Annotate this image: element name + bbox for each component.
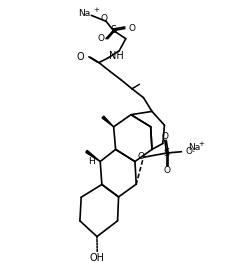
Text: Na: Na xyxy=(78,9,90,18)
Text: O: O xyxy=(138,152,145,161)
Text: Na: Na xyxy=(189,143,201,152)
Text: O: O xyxy=(98,34,105,43)
Text: ·: · xyxy=(191,147,195,157)
Text: H: H xyxy=(89,157,95,166)
Text: OH: OH xyxy=(90,253,105,263)
Text: O: O xyxy=(163,166,170,175)
Text: S: S xyxy=(164,148,170,158)
Text: NH: NH xyxy=(109,51,124,61)
Polygon shape xyxy=(102,116,114,127)
Text: O: O xyxy=(101,14,108,23)
Text: O: O xyxy=(129,24,136,33)
Polygon shape xyxy=(86,150,100,161)
Text: O: O xyxy=(185,147,192,156)
Text: +: + xyxy=(93,7,99,13)
Text: O: O xyxy=(77,52,84,62)
Text: S: S xyxy=(110,26,116,36)
Text: +: + xyxy=(198,140,204,146)
Text: O: O xyxy=(161,132,168,141)
